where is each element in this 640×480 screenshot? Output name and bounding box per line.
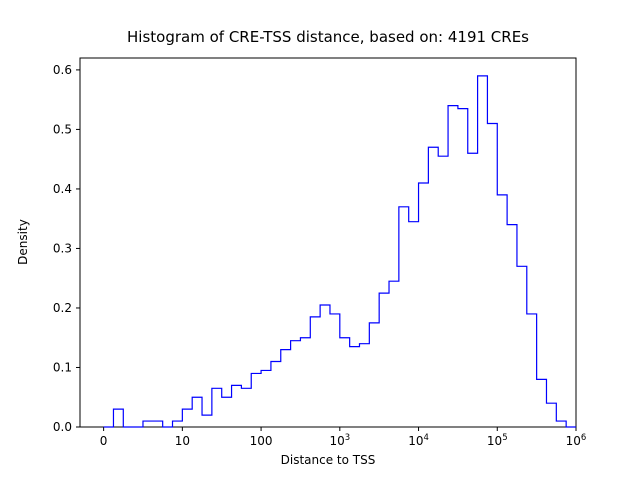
axes-frame	[79, 57, 577, 428]
x-tick-label: 106	[566, 433, 587, 448]
y-tick-label: 0.2	[53, 301, 72, 315]
x-tick-label: 100	[250, 434, 273, 448]
x-tick-label: 10	[175, 434, 190, 448]
x-tick-label: 0	[100, 434, 108, 448]
x-tick-label: 103	[329, 433, 350, 448]
x-axis-label: Distance to TSS	[281, 453, 376, 467]
y-tick-label: 0.5	[53, 122, 72, 136]
y-axis-label: Density	[16, 219, 30, 265]
histogram-step-line	[103, 75, 576, 428]
x-tick-label: 105	[487, 433, 508, 448]
y-tick-label: 0.1	[53, 360, 72, 374]
chart-layer: 0 10 100 103 104 105 106 0.0 0.1 0.2 0.3 0.4 0.5 0.6	[53, 57, 587, 448]
y-tick-label: 0.4	[53, 182, 72, 196]
x-tick-label: 104	[408, 433, 429, 448]
y-tick-label: 0.0	[53, 420, 72, 434]
chart-title: Histogram of CRE-TSS distance, based on:…	[127, 28, 529, 46]
y-tick-label: 0.6	[53, 63, 72, 77]
y-tick-label: 0.3	[53, 241, 72, 255]
